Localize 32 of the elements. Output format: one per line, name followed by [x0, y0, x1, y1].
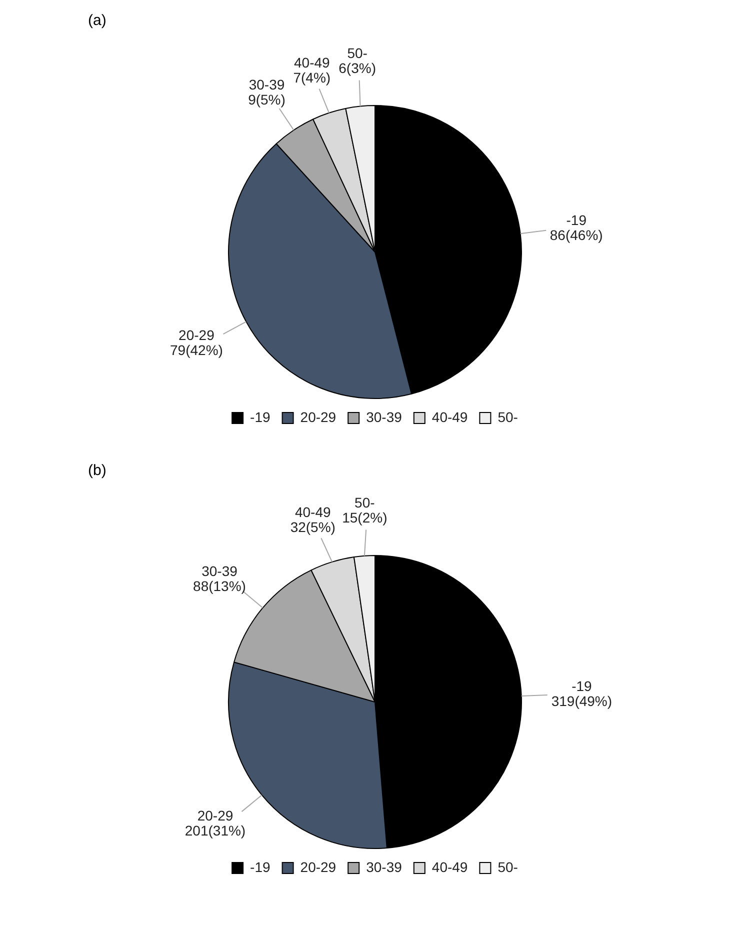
data-label: 201(31%) [184, 822, 246, 838]
slice-label: 20-29 [178, 326, 215, 343]
slice-label: 40-49 [294, 54, 330, 71]
slice-label: -19 [572, 678, 592, 694]
slice-label: -19 [566, 212, 587, 228]
legend-label: 20-29 [300, 858, 336, 875]
legend-label: 30-39 [366, 408, 402, 425]
legend-label: 30-39 [366, 858, 402, 875]
data-label: 86(46%) [550, 226, 603, 243]
legend-label: -19 [250, 408, 271, 425]
data-label: 32(5%) [290, 518, 336, 535]
slice-label: 30-39 [202, 562, 238, 579]
legend-label: 20-29 [300, 408, 336, 425]
data-label: 79(42%) [170, 342, 223, 358]
data-label: 319(49%) [551, 693, 612, 710]
slice-label: 40-49 [294, 504, 331, 520]
legend-label: 50- [498, 858, 518, 875]
chart-title: (a) [88, 12, 106, 29]
legend-label: 40-49 [432, 858, 468, 875]
data-label: 88(13%) [193, 578, 246, 594]
chart-title: (b) [88, 462, 106, 479]
slice-label: 50- [347, 45, 368, 62]
data-label: 9(5%) [248, 92, 286, 108]
slice-label: 20-29 [197, 808, 234, 824]
legend-label: 50- [498, 408, 518, 425]
data-label: 7(4%) [293, 70, 331, 86]
slice-label: 30-39 [248, 76, 285, 93]
data-label: 15(2%) [342, 510, 388, 526]
legend-label: 40-49 [432, 408, 468, 425]
data-label: 6(3%) [338, 60, 376, 76]
legend-label: -19 [250, 858, 271, 875]
slice-label: 50- [354, 494, 376, 511]
